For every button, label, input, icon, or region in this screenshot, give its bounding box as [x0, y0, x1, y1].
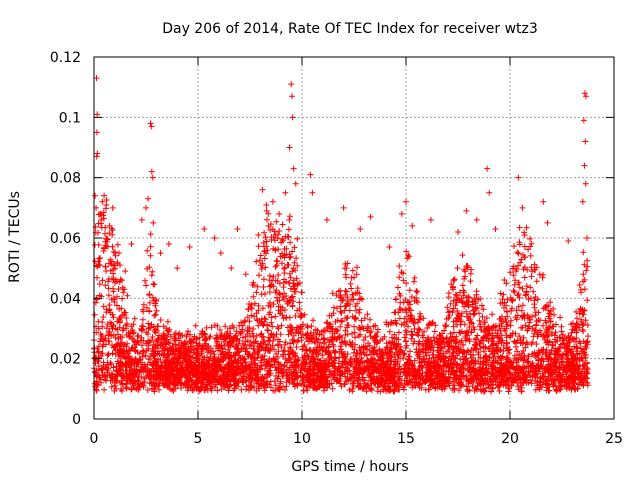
data-point [234, 225, 241, 232]
y-tick-label: 0.02 [50, 352, 81, 368]
data-point [309, 189, 316, 196]
axis-ticks: 0 5 10 15 20 25 0 0.02 0.04 0.06 0.08 0.1 0.12 [50, 50, 623, 447]
data-point [92, 192, 99, 199]
data-point [581, 162, 588, 169]
data-point [149, 174, 156, 181]
data-point [286, 144, 293, 151]
data-point [217, 250, 224, 257]
x-tick-label: 5 [194, 431, 203, 447]
y-tick-label: 0.1 [59, 110, 81, 126]
data-point [165, 241, 172, 248]
data-point [138, 216, 145, 223]
data-point [109, 204, 116, 211]
data-point [492, 225, 499, 232]
data-point [289, 114, 296, 121]
data-point [282, 189, 289, 196]
data-point [484, 165, 491, 172]
data-point [93, 129, 100, 136]
data-point [93, 153, 100, 160]
data-point [340, 204, 347, 211]
data-point [157, 250, 164, 257]
data-point [540, 198, 547, 205]
data-point [143, 204, 149, 211]
data-point [148, 123, 155, 130]
data-point [259, 186, 266, 193]
y-axis-label: ROTI / TECUs [7, 191, 23, 283]
data-point [150, 219, 157, 226]
data-point [583, 235, 590, 241]
data-points [91, 75, 591, 395]
data-point [122, 268, 129, 275]
x-tick-label: 10 [293, 431, 311, 447]
data-point [582, 93, 589, 100]
data-point [581, 90, 588, 97]
data-point [211, 235, 218, 241]
data-point [367, 213, 374, 220]
data-point [276, 210, 283, 217]
data-point [290, 165, 297, 172]
data-point [582, 180, 589, 187]
y-tick-label: 0.12 [50, 50, 81, 66]
data-point [455, 228, 461, 235]
x-axis-label: GPS time / hours [291, 459, 408, 475]
data-point [269, 198, 276, 205]
data-point [582, 138, 589, 145]
data-point [242, 271, 249, 278]
x-tick-label: 25 [605, 431, 623, 447]
data-point [94, 150, 101, 157]
y-tick-label: 0 [72, 412, 81, 428]
data-point [519, 204, 526, 211]
data-point [148, 168, 155, 175]
data-point [228, 265, 235, 272]
data-point [289, 93, 296, 100]
data-point [398, 210, 405, 217]
data-point [201, 225, 208, 232]
y-tick-label: 0.04 [50, 291, 81, 307]
chart-title: Day 206 of 2014, Rate Of TEC Index for r… [162, 21, 538, 37]
data-point [579, 198, 586, 205]
y-tick-label: 0.06 [50, 231, 81, 247]
data-point [544, 219, 551, 226]
data-point [186, 244, 193, 251]
data-point [357, 225, 364, 232]
x-tick-label: 15 [397, 431, 415, 447]
data-point [427, 216, 434, 223]
x-tick-label: 0 [90, 431, 99, 447]
y-tick-label: 0.08 [50, 171, 81, 187]
plot-area [91, 75, 591, 395]
x-tick-label: 20 [501, 431, 519, 447]
data-point [128, 241, 135, 248]
data-point [403, 198, 409, 205]
data-point [292, 180, 299, 187]
data-point [147, 120, 154, 127]
data-point [386, 244, 393, 251]
data-point [99, 198, 106, 205]
data-point [255, 231, 262, 238]
data-point-cloud [91, 192, 591, 395]
data-point [473, 216, 480, 223]
data-point [288, 81, 295, 88]
data-point [409, 222, 416, 229]
data-point [486, 189, 493, 196]
data-point [580, 117, 587, 124]
data-point [174, 265, 181, 272]
data-point [515, 174, 522, 181]
data-point [323, 216, 330, 223]
data-point [115, 250, 122, 257]
data-point [307, 171, 314, 178]
data-point [94, 111, 101, 118]
data-point [565, 238, 572, 245]
data-point [463, 207, 470, 214]
data-point [145, 195, 152, 202]
